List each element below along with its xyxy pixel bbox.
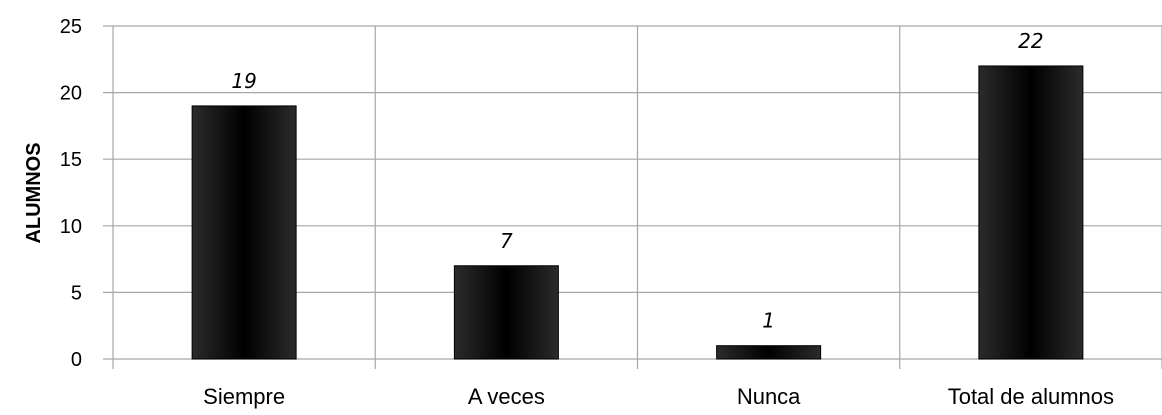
y-tick-label-10: 10 — [60, 216, 82, 238]
data-label-0: 19 — [231, 69, 256, 93]
data-label-2: 1 — [762, 309, 775, 333]
labels: 0 5 10 15 20 25 19 Siempre 7 A veces 1 Nunca 22 Total… — [60, 16, 1114, 409]
data-label-3: 22 — [1018, 29, 1043, 53]
y-axis-title: ALUMNOS — [23, 142, 45, 243]
bar-a-veces — [453, 265, 559, 360]
y-tick-label-25: 25 — [60, 16, 82, 38]
category-label-3: Total de alumnos — [948, 384, 1114, 409]
bar-nunca — [716, 345, 822, 360]
category-label-2: Nunca — [737, 384, 801, 409]
y-tick-label-5: 5 — [71, 282, 82, 304]
y-tick-label-20: 20 — [60, 83, 82, 105]
y-tick-label-15: 15 — [60, 149, 82, 171]
data-label-1: 7 — [500, 229, 513, 253]
category-label-0: Siempre — [203, 384, 285, 409]
bar-total-de-alumnos — [978, 65, 1084, 360]
category-label-1: A veces — [468, 384, 545, 409]
y-tick-label-0: 0 — [71, 349, 82, 371]
bar-siempre — [191, 105, 297, 360]
bars — [191, 65, 1084, 360]
